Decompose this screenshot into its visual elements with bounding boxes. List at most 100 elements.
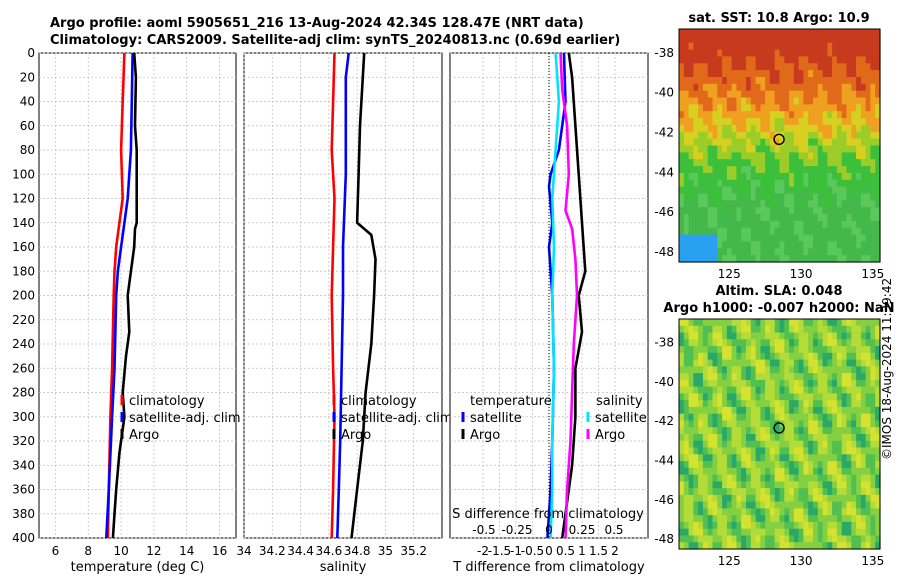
map-cell xyxy=(817,400,824,408)
map-cell xyxy=(793,413,800,422)
map-cell xyxy=(865,359,871,367)
map-cell xyxy=(846,535,852,543)
map-cell xyxy=(707,325,714,334)
map-cell xyxy=(707,406,714,415)
map-cell xyxy=(774,386,781,394)
map-cell xyxy=(683,521,690,530)
map-cell xyxy=(779,77,785,85)
map-cell xyxy=(822,83,828,92)
map-cell xyxy=(765,124,771,133)
map-cell xyxy=(741,359,747,367)
map-cell xyxy=(750,35,757,44)
map-cell xyxy=(736,427,742,435)
map-cell xyxy=(712,379,718,388)
legend-label: climatology xyxy=(129,394,205,409)
map-cell xyxy=(688,220,694,229)
map-cell xyxy=(717,400,723,408)
map-cell xyxy=(750,214,757,222)
map-cell xyxy=(803,440,809,449)
x-tick-label: 35.2 xyxy=(400,544,427,558)
map-cell xyxy=(746,474,752,482)
map-cell xyxy=(851,366,857,374)
map-cell xyxy=(808,193,814,201)
map-cell xyxy=(822,373,828,381)
map-cell xyxy=(789,207,795,215)
map-cell xyxy=(817,90,824,99)
map-cell xyxy=(817,227,824,236)
map-cell xyxy=(698,535,704,543)
map-cell xyxy=(836,97,843,105)
map-cell xyxy=(803,138,809,147)
map-y-tick-label: -48 xyxy=(654,245,674,259)
map-cell xyxy=(679,207,685,215)
map-cell xyxy=(702,346,709,354)
map-cell xyxy=(851,193,857,201)
map-cell xyxy=(693,193,699,201)
map-cell xyxy=(798,179,804,188)
map-cell xyxy=(736,420,742,428)
map-cell xyxy=(865,325,871,334)
map-cell xyxy=(736,124,742,133)
map-cell xyxy=(817,220,824,229)
map-cell xyxy=(731,83,737,92)
map-cell xyxy=(769,379,776,388)
map-cell xyxy=(851,373,857,381)
map-cell xyxy=(836,461,843,469)
map-cell xyxy=(722,508,728,516)
map-cell xyxy=(712,77,718,85)
map-cell xyxy=(803,29,809,37)
map-cell xyxy=(731,186,737,195)
map-cell xyxy=(846,332,852,340)
map-cell xyxy=(813,234,819,243)
map-cell xyxy=(769,481,776,489)
sla-map-title-line1: Altim. SLA: 0.048 xyxy=(716,284,843,299)
map-cell xyxy=(726,49,733,58)
map-cell xyxy=(817,200,824,208)
map-cell xyxy=(736,90,742,99)
map-cell xyxy=(750,332,757,340)
map-cell xyxy=(750,434,757,442)
map-cell xyxy=(827,400,833,408)
map-cell xyxy=(702,379,709,388)
map-cell xyxy=(717,42,723,51)
map-cell xyxy=(798,420,804,428)
map-cell xyxy=(870,179,876,188)
map-cell xyxy=(693,138,699,147)
map-cell xyxy=(875,214,881,222)
map-cell xyxy=(865,124,871,133)
map-cell xyxy=(832,427,838,435)
map-cell xyxy=(741,386,747,394)
map-cell xyxy=(846,467,852,476)
map-cell xyxy=(779,319,785,327)
map-cell xyxy=(702,420,709,428)
map-cell xyxy=(736,111,742,119)
map-cell xyxy=(803,434,809,442)
map-cell xyxy=(722,339,728,347)
map-cell xyxy=(832,111,838,119)
map-cell xyxy=(679,90,685,99)
map-cell xyxy=(851,542,857,550)
map-cell xyxy=(813,339,819,347)
map-cell xyxy=(870,234,876,243)
map-cell xyxy=(712,172,718,181)
map-cell xyxy=(865,152,871,160)
map-cell xyxy=(702,241,709,249)
map-cell xyxy=(793,214,800,222)
map-cell xyxy=(712,447,718,455)
map-cell xyxy=(765,434,771,442)
map-cell xyxy=(769,434,776,442)
map-cell xyxy=(784,413,790,422)
map-cell xyxy=(822,63,828,71)
map-cell xyxy=(774,186,781,195)
map-cell xyxy=(707,427,714,435)
map-cell xyxy=(736,166,742,174)
map-cell xyxy=(722,325,728,334)
map-cell xyxy=(808,427,814,435)
map-cell xyxy=(769,248,776,256)
map-cell xyxy=(817,29,824,37)
map-cell xyxy=(698,220,704,229)
map-cell xyxy=(784,521,790,530)
map-cell xyxy=(774,179,781,188)
map-cell xyxy=(746,241,752,249)
map-cell xyxy=(712,319,718,327)
